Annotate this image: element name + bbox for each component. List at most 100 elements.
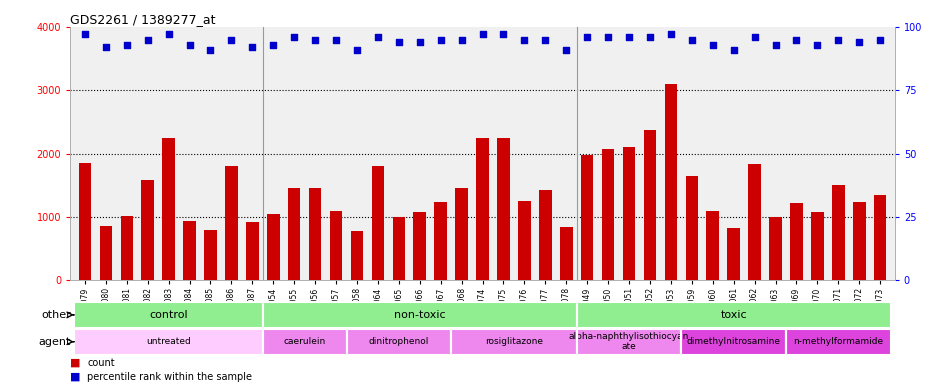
Point: [579, 34, 594, 40]
Bar: [538, 190, 551, 280]
Bar: [768, 217, 781, 280]
Text: GDS2261 / 1389277_at: GDS2261 / 1389277_at: [70, 13, 215, 26]
Text: agent: agent: [38, 337, 71, 347]
Point: [370, 34, 385, 40]
Text: dimethylnitrosamine: dimethylnitrosamine: [686, 337, 780, 346]
Point: [600, 34, 615, 40]
Bar: [873, 195, 885, 280]
Bar: [434, 202, 446, 280]
Point: [558, 46, 573, 53]
Bar: [726, 228, 739, 280]
Text: rosiglitazone: rosiglitazone: [485, 337, 542, 346]
Bar: [455, 189, 467, 280]
Text: untreated: untreated: [146, 337, 191, 346]
Point: [809, 41, 824, 48]
Bar: [450, 329, 577, 355]
Bar: [706, 210, 718, 280]
Bar: [74, 329, 262, 355]
Point: [78, 31, 93, 38]
Bar: [141, 180, 154, 280]
Bar: [413, 212, 426, 280]
Bar: [74, 302, 262, 328]
Bar: [121, 216, 133, 280]
Point: [663, 31, 678, 38]
Bar: [748, 164, 760, 280]
Bar: [560, 227, 572, 280]
Point: [871, 36, 886, 43]
Bar: [287, 189, 300, 280]
Point: [224, 36, 239, 43]
Text: ■: ■: [70, 358, 80, 368]
Bar: [811, 212, 823, 280]
Point: [495, 31, 510, 38]
Bar: [577, 302, 890, 328]
Bar: [643, 129, 655, 280]
Point: [391, 39, 406, 45]
Bar: [680, 329, 785, 355]
Point: [161, 31, 176, 38]
Point: [432, 36, 447, 43]
Bar: [99, 227, 112, 280]
Bar: [79, 163, 91, 280]
Bar: [580, 155, 592, 280]
Bar: [852, 202, 865, 280]
Bar: [831, 185, 843, 280]
Bar: [183, 222, 196, 280]
Point: [537, 36, 552, 43]
Bar: [518, 201, 530, 280]
Point: [329, 36, 344, 43]
Point: [788, 36, 803, 43]
Point: [475, 31, 490, 38]
Bar: [267, 214, 279, 280]
Text: dinitrophenol: dinitrophenol: [368, 337, 429, 346]
Text: control: control: [149, 310, 188, 320]
Point: [642, 34, 657, 40]
Point: [98, 44, 113, 50]
Point: [517, 36, 532, 43]
Point: [683, 36, 698, 43]
Point: [830, 36, 845, 43]
Bar: [262, 302, 577, 328]
Point: [768, 41, 782, 48]
Bar: [577, 329, 680, 355]
Point: [119, 41, 134, 48]
Text: count: count: [87, 358, 114, 368]
Bar: [789, 203, 802, 280]
Point: [307, 36, 322, 43]
Point: [621, 34, 636, 40]
Bar: [246, 222, 258, 280]
Point: [182, 41, 197, 48]
Bar: [685, 176, 697, 280]
Bar: [601, 149, 614, 280]
Point: [266, 41, 281, 48]
Bar: [225, 166, 238, 280]
Bar: [497, 138, 509, 280]
Text: percentile rank within the sample: percentile rank within the sample: [87, 372, 252, 382]
Point: [349, 46, 364, 53]
Point: [454, 36, 469, 43]
Point: [203, 46, 218, 53]
Bar: [622, 147, 635, 280]
Bar: [785, 329, 890, 355]
Point: [412, 39, 427, 45]
Point: [851, 39, 866, 45]
Point: [746, 34, 761, 40]
Bar: [262, 329, 346, 355]
Point: [705, 41, 720, 48]
Bar: [309, 189, 321, 280]
Bar: [329, 210, 342, 280]
Text: other: other: [41, 310, 71, 320]
Bar: [162, 138, 175, 280]
Bar: [475, 138, 489, 280]
Point: [725, 46, 740, 53]
Point: [286, 34, 301, 40]
Text: n-methylformamide: n-methylformamide: [793, 337, 883, 346]
Bar: [204, 230, 216, 280]
Point: [244, 44, 259, 50]
Text: alpha-naphthylisothiocyan
ate: alpha-naphthylisothiocyan ate: [568, 332, 689, 351]
Point: [140, 36, 155, 43]
Bar: [350, 231, 363, 280]
Text: toxic: toxic: [720, 310, 746, 320]
Text: non-toxic: non-toxic: [393, 310, 446, 320]
Bar: [372, 166, 384, 280]
